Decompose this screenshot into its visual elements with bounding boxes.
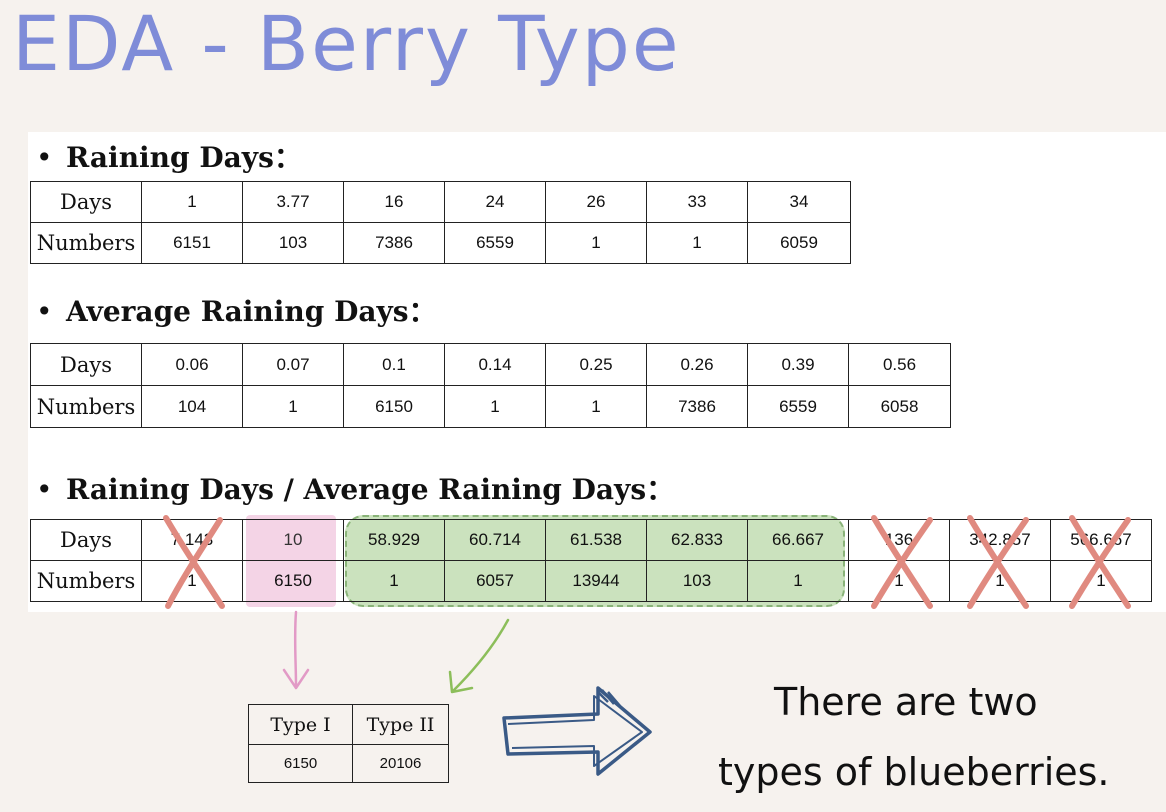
row-label-days: Days: [30, 181, 142, 223]
page-title: EDA - Berry Type: [12, 0, 681, 88]
berry-types-table: Type I Type II 6150 20106: [248, 704, 449, 783]
type-two-count: 20106: [352, 744, 449, 783]
days-cell: 136: [848, 519, 950, 561]
numbers-cell: 6559: [747, 385, 849, 428]
type-one-header: Type I: [248, 704, 353, 745]
days-cell: 0.14: [444, 343, 546, 386]
numbers-cell: 6559: [444, 222, 546, 264]
days-cell: 24: [444, 181, 546, 223]
bullet-icon: •: [36, 295, 53, 328]
days-cell: 33: [646, 181, 748, 223]
section-heading-text: Average Raining Days：: [66, 295, 437, 328]
numbers-cell: 1: [1050, 560, 1152, 602]
days-cell: 0.26: [646, 343, 748, 386]
numbers-cell: 6151: [141, 222, 243, 264]
numbers-cell: 6150: [242, 560, 344, 602]
days-cell: 34: [747, 181, 851, 223]
numbers-cell: 13944: [545, 560, 647, 602]
average-raining-days-table: Days 0.06 0.07 0.1 0.14 0.25 0.26 0.39 0…: [30, 343, 951, 428]
row-label-days: Days: [30, 519, 142, 561]
numbers-cell: 6058: [848, 385, 951, 428]
numbers-cell: 1: [545, 222, 647, 264]
days-cell: 566.667: [1050, 519, 1152, 561]
numbers-cell: 1: [747, 560, 849, 602]
numbers-cell: 1: [343, 560, 445, 602]
days-cell: 16: [343, 181, 445, 223]
type-two-header: Type II: [352, 704, 449, 745]
conclusion-line-one: There are two: [774, 680, 1038, 724]
raining-days-table: Days 1 3.77 16 24 26 33 34 Numbers 6151 …: [30, 181, 851, 264]
days-cell: 61.538: [545, 519, 647, 561]
days-cell: 7.143: [141, 519, 243, 561]
days-cell: 0.06: [141, 343, 243, 386]
right-arrow-icon: [502, 686, 652, 776]
days-cell: 0.39: [747, 343, 849, 386]
numbers-cell: 103: [242, 222, 344, 264]
ratio-table: Days 7.143 10 58.929 60.714 61.538 62.83…: [30, 519, 1152, 602]
pink-arrow-icon: [282, 610, 310, 690]
numbers-cell: 6150: [343, 385, 445, 428]
days-cell: 10: [242, 519, 344, 561]
section-heading-raining-days: • Raining Days：: [36, 136, 302, 176]
row-label-numbers: Numbers: [30, 222, 142, 264]
green-arrow-icon: [448, 618, 510, 694]
section-heading-average-raining-days: • Average Raining Days：: [36, 290, 437, 330]
days-cell: 342.857: [949, 519, 1051, 561]
numbers-cell: 7386: [343, 222, 445, 264]
numbers-cell: 1: [444, 385, 546, 428]
numbers-cell: 1: [242, 385, 344, 428]
days-cell: 62.833: [646, 519, 748, 561]
row-label-numbers: Numbers: [30, 560, 142, 602]
numbers-cell: 1: [141, 560, 243, 602]
days-cell: 3.77: [242, 181, 344, 223]
days-cell: 0.56: [848, 343, 951, 386]
days-cell: 1: [141, 181, 243, 223]
numbers-cell: 6059: [747, 222, 851, 264]
numbers-cell: 1: [646, 222, 748, 264]
numbers-cell: 7386: [646, 385, 748, 428]
row-label-numbers: Numbers: [30, 385, 142, 428]
bullet-icon: •: [36, 141, 53, 174]
days-cell: 66.667: [747, 519, 849, 561]
days-cell: 0.25: [545, 343, 647, 386]
type-one-count: 6150: [248, 744, 353, 783]
section-heading-text: Raining Days / Average Raining Days：: [66, 473, 675, 506]
section-heading-ratio: • Raining Days / Average Raining Days：: [36, 468, 674, 508]
days-cell: 58.929: [343, 519, 445, 561]
days-cell: 26: [545, 181, 647, 223]
section-heading-text: Raining Days：: [66, 141, 302, 174]
numbers-cell: 1: [848, 560, 950, 602]
numbers-cell: 6057: [444, 560, 546, 602]
days-cell: 60.714: [444, 519, 546, 561]
bullet-icon: •: [36, 473, 53, 506]
numbers-cell: 1: [545, 385, 647, 428]
numbers-cell: 1: [949, 560, 1051, 602]
days-cell: 0.07: [242, 343, 344, 386]
row-label-days: Days: [30, 343, 142, 386]
numbers-cell: 104: [141, 385, 243, 428]
conclusion-line-two: types of blueberries.: [718, 750, 1110, 794]
days-cell: 0.1: [343, 343, 445, 386]
numbers-cell: 103: [646, 560, 748, 602]
